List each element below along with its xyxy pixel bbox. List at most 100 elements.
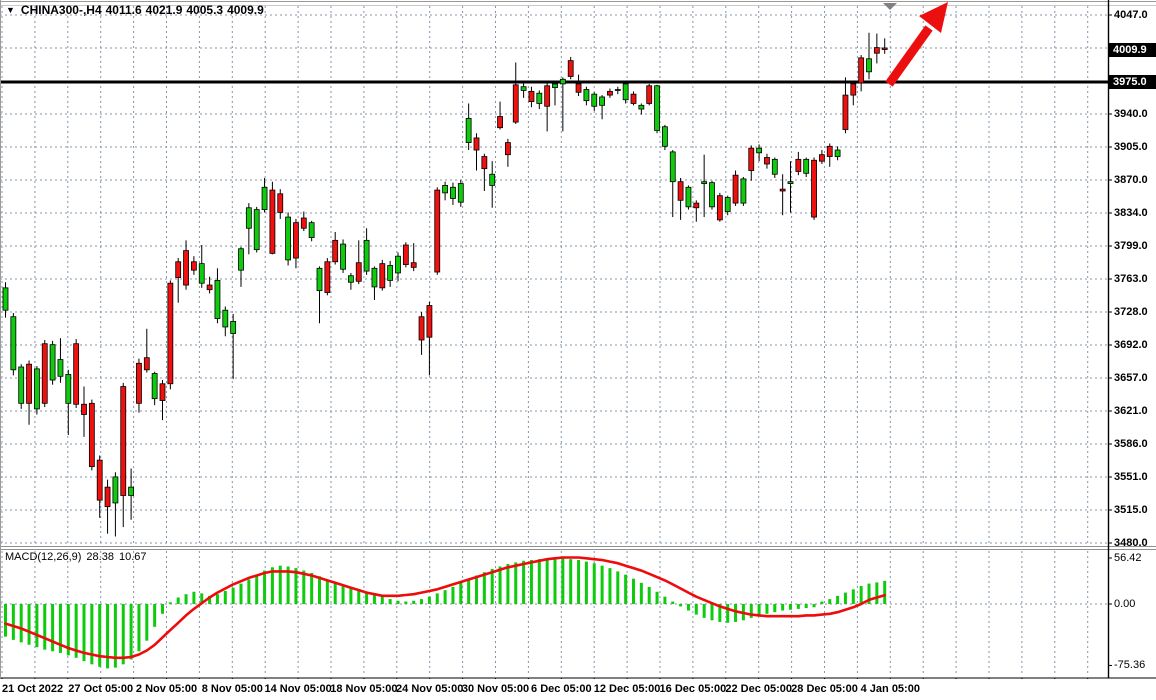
bull-candle-body bbox=[442, 185, 449, 194]
macd-histogram-bar bbox=[624, 574, 628, 604]
bear-candle-body bbox=[512, 84, 519, 123]
macd-tick-label: 0.00 bbox=[1114, 598, 1136, 610]
bull-candle-body bbox=[65, 374, 72, 404]
price-axis[interactable]: 4047.0 3940.0 3905.0 3870.0 3834.0 3799.0 3763… bbox=[1108, 0, 1156, 677]
bear-candle-body bbox=[159, 383, 166, 401]
bear-candle-body bbox=[497, 116, 503, 129]
macd-histogram-bar bbox=[263, 570, 267, 604]
macd-histogram-bar bbox=[27, 604, 31, 645]
indicator-name: MACD(12,26,9) bbox=[5, 551, 82, 563]
bull-candle-body bbox=[222, 309, 229, 328]
scroll-marker-icon[interactable] bbox=[883, 3, 897, 10]
bull-candle-body bbox=[57, 359, 64, 377]
bull-candle-body bbox=[520, 86, 527, 91]
bear-candle-body bbox=[677, 181, 684, 201]
macd-histogram-bar bbox=[51, 604, 55, 652]
macd-histogram-bar bbox=[420, 599, 424, 604]
macd-histogram-bar bbox=[286, 566, 290, 604]
indicator-title: MACD(12,26,9) 28.38 10.67 bbox=[5, 551, 151, 563]
macd-histogram-bar bbox=[270, 567, 274, 604]
bear-candle-body bbox=[120, 386, 127, 496]
bear-candle-body bbox=[300, 217, 307, 229]
bull-candle-body bbox=[316, 267, 323, 292]
price-tick-label: 3657.0 bbox=[1114, 372, 1148, 384]
bear-candle-body bbox=[873, 47, 880, 54]
time-axis[interactable]: 21 Oct 2022 27 Oct 05:00 2 Nov 05:00 8 Nov … bbox=[0, 679, 1156, 700]
macd-histogram-bar bbox=[490, 568, 494, 604]
macd-histogram-bar bbox=[208, 595, 212, 604]
bear-candle-body bbox=[850, 83, 857, 96]
time-axis-label: 30 Nov 05:00 bbox=[461, 683, 530, 695]
macd-histogram-bar bbox=[569, 559, 573, 604]
macd-histogram-bar bbox=[577, 559, 581, 604]
bear-candle-body bbox=[324, 261, 331, 293]
macd-histogram-bar bbox=[19, 604, 23, 643]
macd-histogram-bar bbox=[223, 590, 227, 604]
bull-candle-body bbox=[253, 209, 260, 251]
ohlc-open: 4011.6 bbox=[105, 3, 142, 17]
macd-histogram-bar bbox=[804, 604, 808, 609]
bear-candle-body bbox=[277, 193, 284, 213]
bear-candle-body bbox=[481, 156, 488, 170]
macd-histogram-bar bbox=[278, 565, 282, 604]
price-tick-label: 4047.0 bbox=[1114, 9, 1148, 21]
bear-candle-body bbox=[183, 250, 189, 286]
bear-candle-body bbox=[41, 343, 48, 404]
macd-histogram-bar bbox=[161, 604, 164, 614]
bull-candle-body bbox=[583, 89, 590, 102]
macd-histogram-bar bbox=[310, 573, 314, 604]
bull-candle-body bbox=[622, 83, 629, 101]
last-price-label: 4009.9 bbox=[1108, 42, 1156, 57]
time-axis-label: 12 Dec 05:00 bbox=[593, 683, 661, 695]
macd-histogram-bar bbox=[239, 583, 243, 604]
macd-histogram-bar bbox=[710, 604, 714, 621]
macd-tick-label: 56.42 bbox=[1114, 552, 1142, 564]
macd-histogram-bar bbox=[372, 594, 376, 604]
symbol-dropdown-icon[interactable]: ▼ bbox=[6, 5, 15, 15]
indicator-value-main: 28.38 bbox=[86, 551, 114, 563]
bear-candle-body bbox=[881, 47, 888, 50]
macd-histogram-bar bbox=[726, 604, 730, 623]
macd-histogram-bar bbox=[781, 604, 785, 611]
macd-histogram-bar bbox=[828, 599, 832, 604]
bull-candle-body bbox=[552, 83, 558, 89]
bull-candle-body bbox=[756, 147, 762, 154]
macd-histogram-bar bbox=[859, 586, 863, 604]
bear-candle-body bbox=[842, 94, 849, 130]
macd-histogram-bar bbox=[647, 586, 651, 604]
price-tick-label: 3763.0 bbox=[1114, 273, 1148, 285]
ohlc-high: 4021.9 bbox=[145, 3, 183, 17]
macd-histogram-bar bbox=[129, 604, 133, 660]
macd-histogram-bar bbox=[522, 560, 526, 604]
macd-histogram-bar bbox=[671, 601, 675, 604]
bear-candle-body bbox=[167, 282, 174, 385]
macd-histogram-bar bbox=[694, 604, 698, 615]
bull-candle-body bbox=[198, 263, 205, 284]
price-tick-label: 3621.0 bbox=[1114, 405, 1148, 417]
macd-histogram-bar bbox=[443, 590, 447, 604]
macd-histogram-bar bbox=[459, 582, 463, 604]
trend-arrow-annotation[interactable] bbox=[885, 2, 948, 87]
macd-histogram-bar bbox=[584, 561, 588, 604]
bear-candle-body bbox=[332, 239, 339, 263]
bear-candle-body bbox=[269, 189, 276, 254]
macd-histogram-bar bbox=[553, 558, 557, 604]
macd-histogram-bar bbox=[765, 604, 769, 614]
bear-candle-body bbox=[206, 284, 213, 291]
macd-histogram-bar bbox=[608, 568, 612, 604]
bull-candle-body bbox=[465, 117, 472, 143]
arrow-shaft bbox=[885, 25, 933, 87]
macd-tick-label: -75.36 bbox=[1114, 659, 1146, 672]
bull-candle-body bbox=[112, 476, 119, 504]
bull-candle-body bbox=[308, 222, 315, 238]
macd-histogram-bar bbox=[482, 572, 486, 604]
macd-histogram-bar bbox=[388, 599, 392, 604]
bear-candle-body bbox=[819, 154, 825, 162]
bull-candle-body bbox=[214, 279, 221, 319]
bull-candle-body bbox=[261, 186, 268, 211]
bear-candle-body bbox=[826, 145, 833, 157]
price-tick-label: 3799.0 bbox=[1114, 240, 1148, 252]
chart-title: ▼ CHINA300-,H4 4011.6 4021.9 4005.3 4009.9 bbox=[6, 3, 268, 17]
